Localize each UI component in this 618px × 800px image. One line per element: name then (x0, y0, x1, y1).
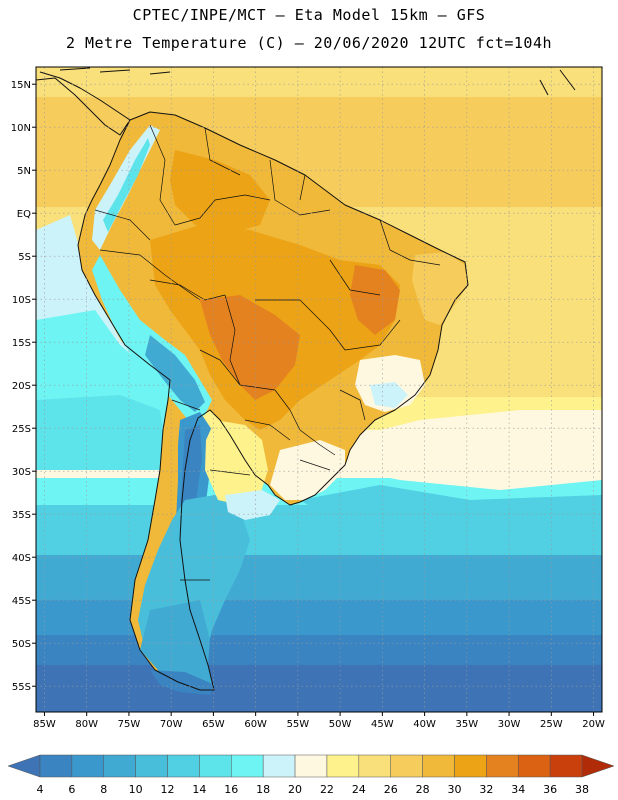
lat-tick-label: 45S (12, 596, 31, 607)
field-northeast-hot (350, 265, 400, 335)
lat-tick-label: 5N (17, 166, 31, 177)
falkland-islands (253, 654, 277, 662)
lat-tick-label: 10N (11, 123, 31, 134)
colorbar-swatch (71, 754, 105, 778)
colorbar-swatch (231, 754, 264, 778)
continent-coastline (77, 111, 469, 691)
temperature-field (36, 67, 602, 712)
colorbar-label: 14 (192, 783, 206, 796)
lat-tick-label: 30S (12, 467, 31, 478)
lon-tick-label: 30W (498, 719, 521, 730)
field-atlantic-warm (340, 410, 602, 490)
colorbar-swatch (454, 754, 487, 778)
lon-tick-label: 80W (75, 719, 98, 730)
colorbar-label: 12 (161, 783, 175, 796)
map-subtitle: 2 Metre Temperature (C) – 20/06/2020 12U… (65, 34, 553, 52)
lon-tick-label: 60W (244, 719, 267, 730)
field-band-40s (36, 555, 602, 605)
colorbar-label: 18 (256, 783, 270, 796)
lat-tick-label: 25S (12, 424, 31, 435)
colorbar-label: 38 (575, 783, 589, 796)
lon-tick-label: 65W (202, 719, 225, 730)
colorbar-label: 22 (320, 783, 334, 796)
central-america-coastline (36, 71, 131, 136)
lon-tick-label: 25W (540, 719, 563, 730)
colorbar: 4 6 8 10 12 14 16 18 20 22 24 26 28 30 32 34 36 38 (7, 754, 615, 796)
lon-tick-label: 45W (371, 719, 394, 730)
colorbar-swatch (358, 754, 391, 778)
lon-tick-label: 50W (329, 719, 352, 730)
lat-tick-label: EQ (17, 209, 31, 220)
colorbar-label: 32 (479, 783, 493, 796)
colorbar-swatch (549, 754, 583, 778)
colorbar-label: 8 (100, 783, 107, 796)
colorbar-swatch (135, 754, 168, 778)
field-band-north (36, 67, 602, 97)
lat-tick-label: 15N (11, 80, 31, 91)
field-east-coast-warm (412, 252, 468, 325)
map-title: CPTEC/INPE/MCT – Eta Model 15km – GFS (132, 6, 486, 24)
field-andes-central-cold (145, 335, 205, 412)
colorbar-swatch (326, 754, 360, 778)
colorbar-label: 20 (288, 783, 302, 796)
colorbar-label: 26 (384, 783, 398, 796)
coastline (36, 67, 576, 691)
lon-tick-label: 85W (33, 719, 56, 730)
colorbar-min-arrow (7, 754, 41, 778)
field-band-55s (36, 665, 602, 712)
colorbar-label: 16 (224, 783, 238, 796)
field-pacific-cold (36, 395, 168, 470)
colorbar-label: 10 (129, 783, 143, 796)
lon-tick-label: 55W (287, 719, 310, 730)
field-argentine-plains (205, 420, 268, 505)
lat-tick-label: 10S (12, 295, 31, 306)
lon-tick-label: 40W (413, 719, 436, 730)
field-se-brazil-highlands-cool (370, 382, 408, 408)
colorbar-label: 6 (68, 783, 75, 796)
colorbar-swatch (39, 754, 73, 778)
colorbar-swatch (262, 754, 296, 778)
lat-tick-label: 5S (18, 252, 31, 263)
colorbar-label: 4 (37, 783, 44, 796)
lat-tick-label: 40S (12, 553, 31, 564)
lat-tick-label: 55S (12, 682, 31, 693)
colorbar-swatch (422, 754, 455, 778)
field-patagonia-south (140, 600, 214, 690)
field-atlantic-cool-tongue (300, 485, 602, 530)
field-band-45s (36, 600, 602, 640)
lon-tick-label: 35W (456, 719, 479, 730)
colorbar-swatch (294, 754, 328, 778)
colorbar-swatch (167, 754, 200, 778)
field-north-hot (170, 150, 270, 235)
lat-tick-label: 35S (12, 510, 31, 521)
lon-tick-label: 20W (582, 719, 605, 730)
colorbar-swatch (103, 754, 136, 778)
lon-tick-label: 70W (160, 719, 183, 730)
colorbar-swatch (199, 754, 232, 778)
caribbean-islands (59, 67, 576, 96)
colorbar-max-arrow (581, 754, 615, 778)
colorbar-label: 36 (543, 783, 557, 796)
colorbar-label: 34 (511, 783, 525, 796)
lon-tick-label: 75W (118, 719, 141, 730)
field-interior-hotter (200, 295, 300, 400)
field-andes-north-core (103, 138, 150, 232)
colorbar-swatch (390, 754, 423, 778)
lat-tick-label: 15S (12, 338, 31, 349)
colorbar-swatch (517, 754, 551, 778)
colorbar-label: 24 (352, 783, 366, 796)
colorbar-swatch (486, 754, 519, 778)
colorbar-label: 30 (447, 783, 461, 796)
lat-tick-label: 20S (12, 381, 31, 392)
field-pampas-cool (225, 490, 280, 520)
plot-frame (35, 66, 603, 713)
country-borders (94, 124, 441, 581)
axis-ticks: 15N 10N 5N EQ 5S 10S 15S 20S 25S 30S 35S 40S 45S 50S 5… (11, 80, 605, 730)
field-south-brazil-mild (270, 440, 345, 500)
colorbar-label: 28 (416, 783, 430, 796)
lat-tick-label: 50S (12, 639, 31, 650)
